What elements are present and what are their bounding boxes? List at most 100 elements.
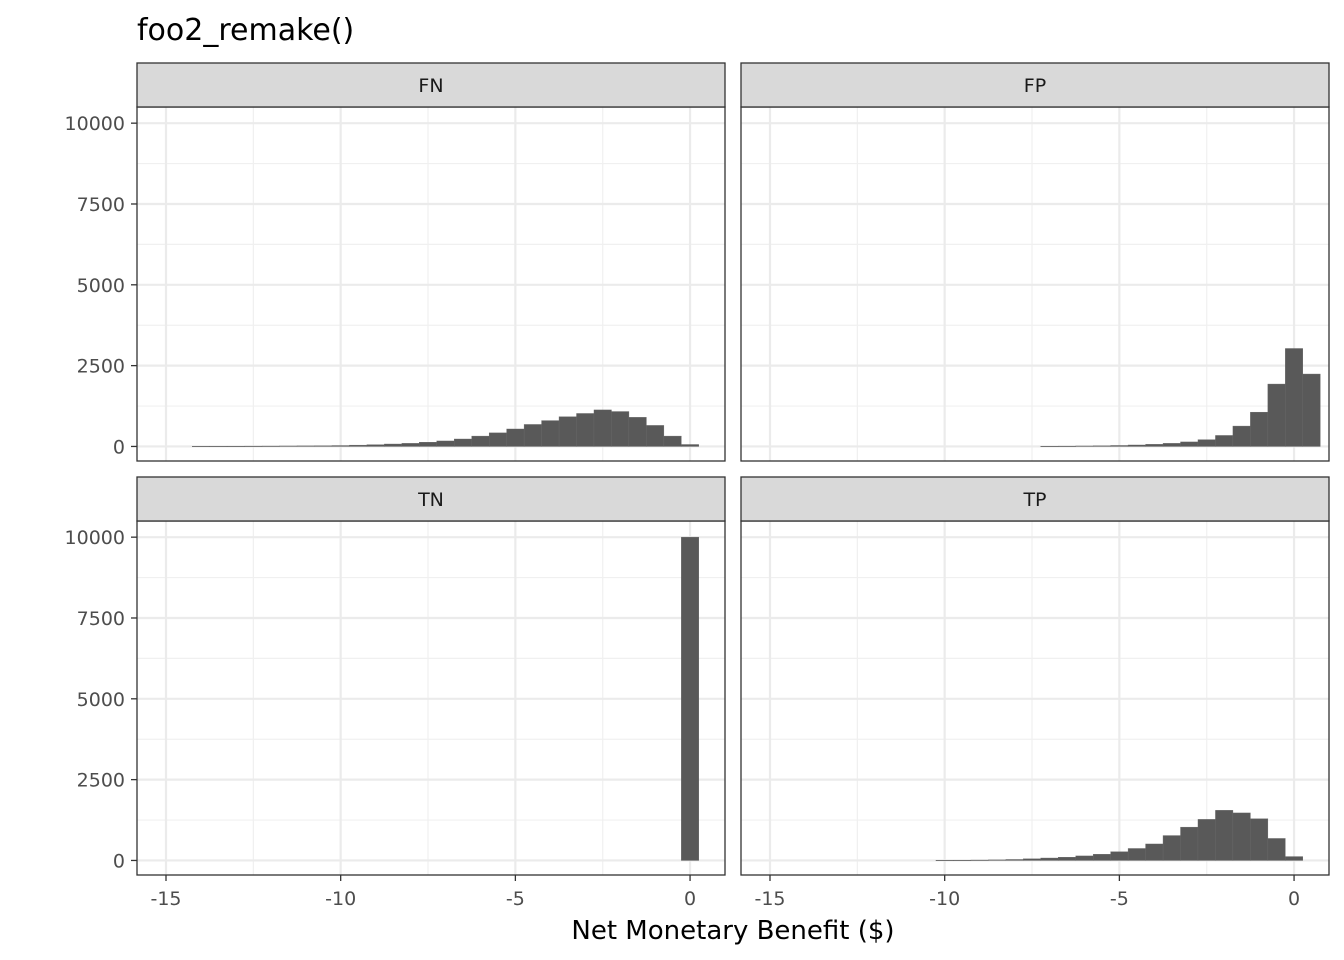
histogram-bar: [1180, 441, 1199, 447]
histogram-bar: [663, 435, 682, 447]
histogram-bar: [1162, 443, 1181, 447]
histogram-bar: [1005, 859, 1024, 861]
facet-strip: [136, 476, 726, 522]
histogram-bar: [1250, 411, 1269, 447]
histogram-bar: [506, 428, 525, 447]
x-tick-label: -10: [325, 888, 356, 910]
histogram-bar: [1267, 838, 1286, 861]
y-tick-label: 0: [113, 850, 125, 872]
histogram-bar: [454, 438, 472, 447]
facet-panels: FN 0 2500 5000 7500 10000 FP TN 0 2500 5000 7500 100…: [65, 62, 1330, 910]
histogram-bar: [935, 860, 954, 861]
histogram-bar: [226, 445, 245, 447]
histogram-bar: [1040, 857, 1059, 861]
facet-panel-tp: TP -15 -10 -5 0: [740, 476, 1330, 910]
facet-strip-label: FP: [1024, 75, 1046, 97]
histogram-bar: [646, 425, 665, 447]
x-tick-label: 0: [1288, 888, 1300, 910]
x-tick-label: -15: [754, 888, 785, 910]
histogram-bar: [1180, 826, 1199, 861]
histogram-bar: [611, 411, 630, 447]
y-tick-label: 2500: [77, 770, 125, 792]
histogram-bar: [523, 424, 542, 447]
histogram-bar: [1250, 818, 1269, 861]
histogram-bar: [1215, 435, 1234, 447]
histogram-bar: [1110, 851, 1129, 861]
y-tick-label: 2500: [77, 356, 125, 378]
histogram-bar: [1302, 373, 1321, 447]
y-tick-label: 0: [113, 436, 125, 458]
chart-title: foo2_remake(): [137, 13, 354, 48]
facet-strip: [740, 476, 1330, 522]
histogram-bar: [1040, 446, 1059, 447]
x-tick-label: -10: [929, 888, 960, 910]
histogram-bar: [471, 435, 490, 447]
histogram-bar: [436, 440, 455, 447]
histogram-bar: [1197, 819, 1216, 861]
facet-strip: [136, 62, 726, 108]
histogram-bar: [541, 420, 560, 447]
histogram-bar: [1215, 810, 1234, 861]
histogram-bar: [1267, 383, 1286, 447]
histogram-bar: [988, 859, 1007, 861]
histogram-bar: [488, 432, 507, 447]
x-tick-label: -15: [150, 888, 181, 910]
histogram-bar: [349, 444, 368, 447]
y-tick-label: 10000: [65, 527, 125, 549]
x-tick-label: -5: [1110, 888, 1129, 910]
facet-strip: [740, 62, 1330, 108]
y-tick-label: 7500: [77, 608, 125, 630]
histogram-bar: [261, 445, 280, 447]
facet-strip-label: FN: [418, 75, 443, 97]
histogram-bar: [681, 536, 699, 861]
histogram-bar: [593, 409, 612, 447]
y-tick-label: 5000: [77, 275, 125, 297]
facet-panel-tn: TN 0 2500 5000 7500 10000 -15 -10 -5 0: [65, 476, 726, 910]
histogram-bar: [1145, 444, 1164, 447]
histogram-bar: [1232, 425, 1251, 447]
x-axis-title: Net Monetary Benefit ($): [571, 916, 894, 946]
histogram-bar: [1110, 445, 1129, 447]
histogram-bar: [1197, 439, 1216, 447]
histogram-bar: [558, 416, 577, 447]
histogram-bar: [314, 445, 333, 447]
histogram-bar: [1127, 444, 1146, 447]
histogram-bar: [970, 859, 989, 861]
histogram-bar: [1075, 855, 1094, 861]
histogram-bar: [681, 444, 699, 447]
histogram-bar: [366, 444, 385, 447]
y-tick-label: 7500: [77, 194, 125, 216]
histogram-bar: [1232, 812, 1251, 861]
histogram-bar: [209, 446, 228, 447]
facet-strip-label: TN: [417, 489, 444, 511]
histogram-bar: [1058, 857, 1076, 861]
histogram-bar: [279, 445, 298, 447]
histogram-bar: [1075, 445, 1094, 447]
y-tick-label: 5000: [77, 689, 125, 711]
histogram-bar: [331, 445, 350, 447]
x-tick-label: -5: [506, 888, 525, 910]
facet-panel-fp: FP: [740, 62, 1330, 462]
histogram-bar: [1162, 835, 1181, 861]
histogram-bar: [953, 859, 972, 861]
histogram-bar: [244, 445, 263, 447]
histogram-bar: [384, 443, 403, 447]
histogram-bar: [192, 446, 210, 447]
histogram-bar: [1092, 445, 1111, 447]
facet-strip-label: TP: [1022, 489, 1046, 511]
y-tick-label: 10000: [65, 113, 125, 135]
histogram-bar: [401, 443, 420, 447]
histogram-bar: [1023, 858, 1041, 861]
histogram-bar: [1092, 854, 1111, 861]
histogram-bar: [1145, 843, 1164, 861]
x-tick-label: 0: [684, 888, 696, 910]
histogram-bar: [1127, 848, 1146, 861]
histogram-bar: [1285, 856, 1303, 861]
histogram-bar: [628, 417, 647, 447]
histogram-bar: [576, 413, 595, 447]
histogram-bar: [419, 442, 437, 447]
histogram-bar: [1058, 445, 1076, 447]
histogram-bar: [296, 445, 315, 447]
facet-panel-fn: FN 0 2500 5000 7500 10000: [65, 62, 726, 462]
